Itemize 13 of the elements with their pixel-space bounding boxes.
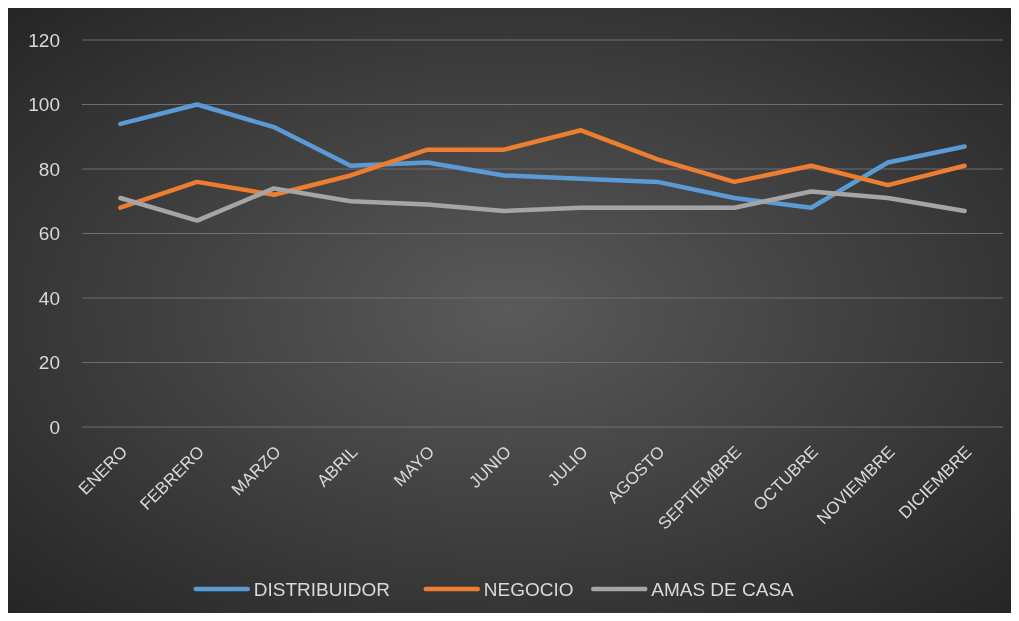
legend-label: NEGOCIO	[483, 578, 574, 600]
y-tick-label: 0	[49, 416, 60, 438]
y-tick-label: 60	[38, 223, 60, 245]
y-tick-label: 40	[38, 287, 60, 309]
legend-label: DISTRIBUIDOR	[253, 578, 390, 600]
legend-label: AMAS DE CASA	[651, 578, 795, 600]
line-series	[118, 128, 967, 210]
y-tick-label: 120	[28, 29, 60, 51]
y-tick-label: 80	[38, 158, 60, 180]
line-series	[118, 102, 967, 210]
line-series	[118, 186, 967, 223]
y-tick-label: 20	[38, 352, 60, 374]
y-tick-label: 100	[28, 94, 60, 116]
